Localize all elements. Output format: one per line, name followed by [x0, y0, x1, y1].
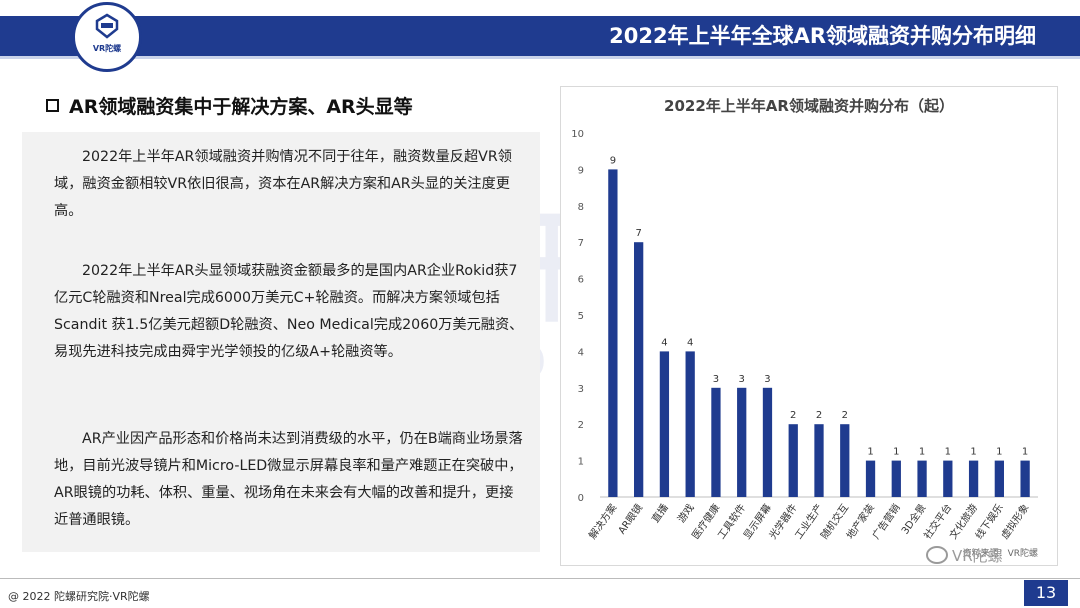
bar	[865, 460, 876, 497]
bar-value-label: 1	[867, 447, 873, 458]
bar	[685, 351, 695, 497]
bar	[917, 460, 927, 497]
wechat-label: VR陀螺	[952, 547, 1003, 565]
bar-value-label: 1	[1022, 447, 1028, 458]
paragraph-1: 2022年上半年AR领域融资并购情况不同于往年，融资数量反超VR领域，融资金额相…	[54, 149, 512, 219]
section-title-text: AR领域融资集中于解决方案、AR头显等	[69, 96, 413, 118]
y-tick-label: 0	[578, 493, 584, 504]
header-bar	[0, 16, 1080, 59]
x-tick-label: 解决方案	[586, 501, 620, 541]
bar-value-label: 2	[816, 410, 822, 421]
bar	[840, 424, 850, 497]
bar-value-label: 3	[764, 374, 770, 385]
wechat-watermark: VR陀螺	[926, 545, 1003, 566]
bar	[968, 460, 979, 497]
bar-value-label: 9	[610, 155, 616, 166]
footer-copyright: @ 2022 陀螺研究院·VR陀螺	[8, 590, 150, 603]
y-tick-label: 2	[578, 420, 584, 431]
bar	[788, 424, 798, 497]
y-tick-label: 6	[578, 275, 584, 286]
bar-value-label: 4	[687, 337, 693, 348]
chart-source-note: 资料来源：VR陀螺	[963, 547, 1038, 559]
bar	[891, 460, 901, 497]
bar-value-label: 1	[893, 447, 899, 458]
bar	[762, 387, 773, 497]
y-tick-label: 5	[578, 311, 584, 322]
y-tick-label: 3	[578, 384, 584, 395]
bar	[659, 351, 670, 497]
paragraph-3: AR产业因产品形态和价格尚未达到消费级的水平，仍在B端商业场景落地，目前光波导镜…	[54, 431, 523, 528]
section-title: AR领域融资集中于解决方案、AR头显等	[46, 92, 413, 119]
footer-divider	[0, 578, 1080, 579]
bar-value-label: 1	[996, 447, 1002, 458]
bar-value-label: 7	[635, 228, 641, 239]
bar-value-label: 3	[739, 374, 745, 385]
bar-chart: 0123456789109解决方案7AR眼镜4直播4游戏3医疗健康3工具软件3显…	[571, 129, 1038, 559]
bar-value-label: 1	[945, 447, 951, 458]
page-number: 13	[1024, 580, 1068, 606]
bar-value-label: 1	[919, 447, 925, 458]
bar	[634, 242, 644, 497]
bar	[994, 460, 1004, 497]
logo-icon	[95, 13, 119, 39]
bar	[943, 460, 953, 497]
bar-value-label: 2	[842, 410, 848, 421]
bar-value-label: 1	[970, 447, 976, 458]
paragraph-2: 2022年上半年AR头显领域获融资金额最多的是国内AR企业Rokid获7亿元C轮…	[54, 263, 524, 360]
text-panel: 2022年上半年AR领域融资并购情况不同于往年，融资数量反超VR领域，融资金额相…	[22, 132, 540, 552]
page-title: 2022年上半年全球AR领域融资并购分布明细	[609, 24, 1036, 48]
y-tick-label: 10	[571, 129, 584, 140]
logo-text: VR陀螺	[92, 44, 122, 53]
bar	[1020, 460, 1030, 497]
square-bullet-icon	[46, 99, 59, 112]
bar	[814, 424, 824, 497]
y-tick-label: 8	[578, 202, 584, 213]
bar-value-label: 3	[713, 374, 719, 385]
x-tick-label: AR眼镜	[615, 501, 645, 536]
bar	[737, 387, 747, 497]
wechat-icon	[926, 546, 948, 564]
bar	[608, 169, 618, 497]
bar-value-label: 4	[661, 337, 667, 348]
y-tick-label: 9	[578, 165, 584, 176]
bar	[711, 387, 721, 497]
bar-value-label: 2	[790, 410, 796, 421]
x-tick-label: 游戏	[675, 501, 697, 525]
y-tick-label: 7	[578, 238, 584, 249]
chart-title: 2022年上半年AR领域融资并购分布（起）	[664, 97, 954, 115]
x-tick-label: 直播	[649, 501, 671, 525]
y-tick-label: 1	[578, 457, 584, 468]
y-tick-label: 4	[578, 347, 584, 358]
